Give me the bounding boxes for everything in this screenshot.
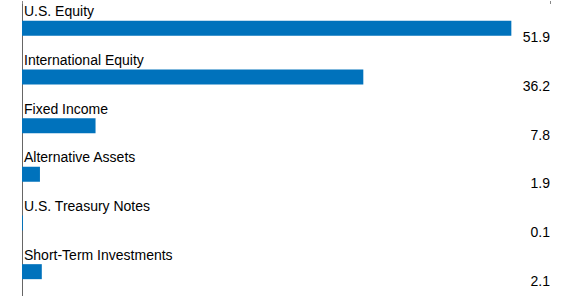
svg-text:International Equity: International Equity	[24, 52, 144, 68]
svg-text:0.1: 0.1	[531, 224, 551, 240]
svg-text:Alternative Assets: Alternative Assets	[24, 149, 135, 165]
svg-text:36.2: 36.2	[523, 78, 550, 94]
svg-text:Short-Term Investments: Short-Term Investments	[24, 247, 173, 263]
svg-text:1.9: 1.9	[531, 175, 551, 191]
svg-text:2.1: 2.1	[531, 273, 551, 289]
svg-text:U.S. Equity: U.S. Equity	[24, 3, 94, 19]
svg-text:U.S. Treasury Notes: U.S. Treasury Notes	[24, 198, 150, 214]
svg-text:7.8: 7.8	[531, 127, 551, 143]
svg-text:Fixed Income: Fixed Income	[24, 101, 108, 117]
svg-text:51.9: 51.9	[523, 29, 550, 45]
